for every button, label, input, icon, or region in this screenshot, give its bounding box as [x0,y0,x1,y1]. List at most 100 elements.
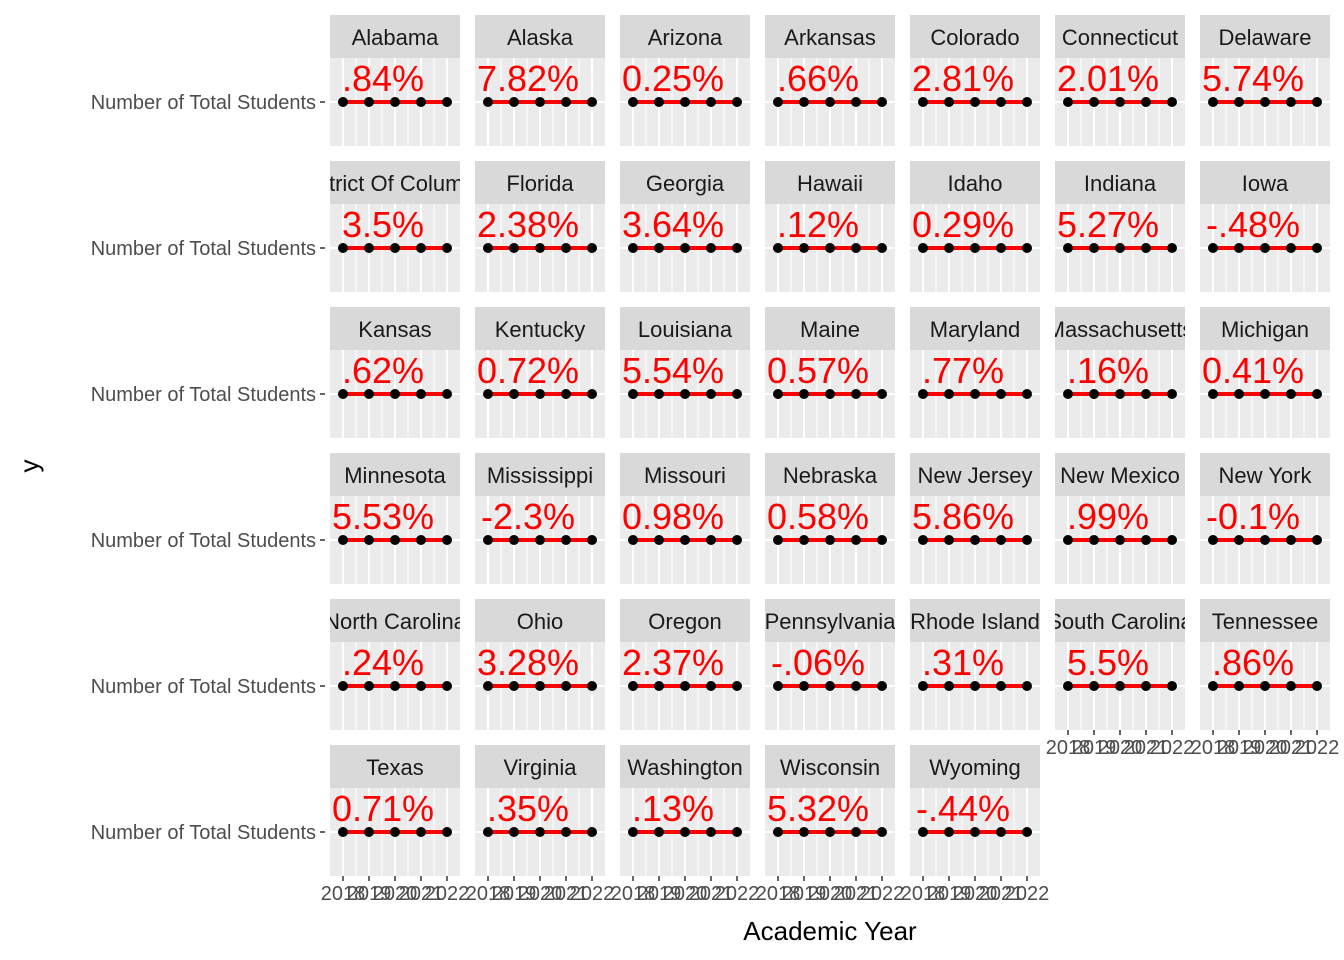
percent-change-label: .86% [1212,642,1294,683]
data-point [944,389,954,399]
facet-strip-label: Mississippi [487,463,593,488]
facet-strip-label: Hawaii [797,171,863,196]
facet-strip-label: Texas [366,755,423,780]
data-point [561,389,571,399]
data-point [706,681,716,691]
data-point [1022,827,1032,837]
data-point [442,827,452,837]
data-point [1141,389,1151,399]
percent-change-label: .35% [487,788,569,829]
facet-panel: Idaho 0.29% [910,161,1040,292]
data-point [773,681,783,691]
facet-panel: Washington .13% [620,745,750,876]
data-point [773,97,783,107]
y-tick-label: Number of Total Students [91,92,316,114]
facet-panel: New York -0.1% [1200,453,1330,584]
facet-strip [330,599,460,642]
facet-strip [475,161,605,204]
data-point [996,97,1006,107]
percent-change-label: 0.58% [767,496,869,537]
x-tick-label: 2020 [1243,737,1288,759]
data-point [390,243,400,253]
percent-change-label: 0.72% [477,350,579,391]
facet-panel: Iowa -.48% [1200,161,1330,292]
data-point [1141,243,1151,253]
data-point [1260,389,1270,399]
data-point [338,389,348,399]
facet-strip [620,307,750,350]
x-tick-label: 2019 [1072,737,1117,759]
data-point [877,827,887,837]
facet-strip [1200,161,1330,204]
facet-strip-label: Alabama [352,25,440,50]
x-tick-label: 2018 [901,883,946,905]
data-point [1063,389,1073,399]
data-point [877,389,887,399]
x-tick-label: 2021 [399,883,444,905]
data-point [535,97,545,107]
data-point [732,243,742,253]
percent-change-label: 5.53% [332,496,434,537]
facet-panel: Oregon 2.37% [620,599,750,730]
facet-strip [1055,15,1185,58]
facet-strip-label: Minnesota [344,463,446,488]
data-point [587,535,597,545]
facet-strip [1200,307,1330,350]
data-point [442,681,452,691]
data-point [1260,97,1270,107]
x-tick-label: 2018 [611,883,656,905]
x-tick-label: 2018 [756,883,801,905]
x-tick-label: 2019 [637,883,682,905]
data-point [799,827,809,837]
data-point [561,97,571,107]
data-point [996,535,1006,545]
data-point [587,97,597,107]
facet-strip [620,453,750,496]
x-tick-label: 2019 [782,883,827,905]
data-point [1234,243,1244,253]
facet-panel: Mississippi -2.3% [475,453,605,584]
data-point [1286,681,1296,691]
data-point [706,97,716,107]
facet-panel: Rhode Island .31% [910,599,1040,730]
facet-strip [620,15,750,58]
percent-change-label: 2.81% [912,58,1014,99]
facet-strip [765,161,895,204]
x-tick-label: 2020 [953,883,998,905]
data-point [799,97,809,107]
data-point [416,389,426,399]
facet-strip-label: Tennessee [1212,609,1318,634]
data-point [1167,243,1177,253]
facet-strip [765,307,895,350]
data-point [416,827,426,837]
y-tick-label: Number of Total Students [91,676,316,698]
x-tick-label: 2022 [570,883,615,905]
percent-change-label: .62% [342,350,424,391]
data-point [587,681,597,691]
data-point [773,535,783,545]
data-point [1115,389,1125,399]
data-point [561,243,571,253]
x-tick-label: 2022 [1295,737,1340,759]
facet-strip-label: Wisconsin [780,755,880,780]
facet-panel: Indiana 5.27% [1055,161,1185,292]
data-point [706,535,716,545]
facet-strip [475,15,605,58]
facet-strip-label: Indiana [1084,171,1157,196]
data-point [918,389,928,399]
data-point [654,389,664,399]
data-point [918,535,928,545]
facet-panel: Tennessee .86% [1200,599,1330,730]
y-tick-label: Number of Total Students [91,822,316,844]
data-point [1063,97,1073,107]
data-point [1312,243,1322,253]
facet-strip-label: Kansas [358,317,431,342]
facet-strip-label: Missouri [644,463,726,488]
facet-strip-label: Wyoming [929,755,1021,780]
facet-strip [330,453,460,496]
data-point [851,681,861,691]
data-point [1089,97,1099,107]
x-tick-label: 2020 [808,883,853,905]
facet-strip [765,453,895,496]
data-point [970,243,980,253]
